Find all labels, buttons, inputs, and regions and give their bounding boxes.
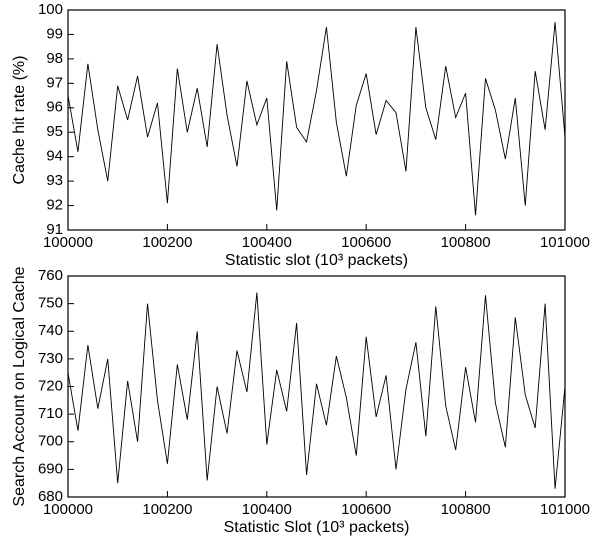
y-tick-label: 98: [46, 50, 63, 67]
y-tick-label: 730: [38, 350, 63, 367]
y-axis-label: Cache hit rate (%): [11, 56, 28, 185]
plot-frame: [67, 9, 566, 231]
y-tick-label: 91: [46, 221, 63, 238]
y-tick-label: 710: [38, 405, 63, 422]
y-axis-label: Search Account on Logical Cache: [11, 266, 28, 506]
data-line: [67, 292, 566, 489]
y-tick-label: 760: [38, 267, 63, 284]
y-tick-label: 720: [38, 377, 63, 394]
y-tick-label: 100: [38, 1, 63, 18]
data-line: [67, 22, 566, 216]
y-tick-label: 97: [46, 74, 63, 91]
x-tick-label: 100000: [43, 501, 93, 518]
y-tick-label: 93: [46, 172, 63, 189]
y-tick-label: 94: [46, 148, 63, 165]
x-tick-label: 100800: [441, 501, 491, 518]
x-tick-label: 100400: [242, 501, 292, 518]
x-tick-label: 100400: [242, 234, 292, 251]
x-tick-label: 101000: [540, 501, 590, 518]
y-tick-label: 99: [46, 25, 63, 42]
x-axis-label: Statistic Slot (10³ packets): [224, 519, 410, 536]
x-tick-label: 100200: [142, 234, 192, 251]
x-tick-label: 100000: [43, 234, 93, 251]
y-tick-label: 750: [38, 295, 63, 312]
y-tick-label: 700: [38, 433, 63, 450]
x-tick-label: 100200: [142, 501, 192, 518]
x-tick-label: 100600: [341, 501, 391, 518]
y-tick-label: 92: [46, 197, 63, 214]
y-tick-label: 95: [46, 123, 63, 140]
x-tick-label: 101000: [540, 234, 590, 251]
y-tick-label: 96: [46, 99, 63, 116]
x-tick-label: 100800: [441, 234, 491, 251]
y-tick-label: 680: [38, 488, 63, 505]
y-tick-label: 740: [38, 322, 63, 339]
x-tick-label: 100600: [341, 234, 391, 251]
y-tick-label: 690: [38, 460, 63, 477]
x-axis-label: Statistic slot (10³ packets): [225, 252, 408, 269]
